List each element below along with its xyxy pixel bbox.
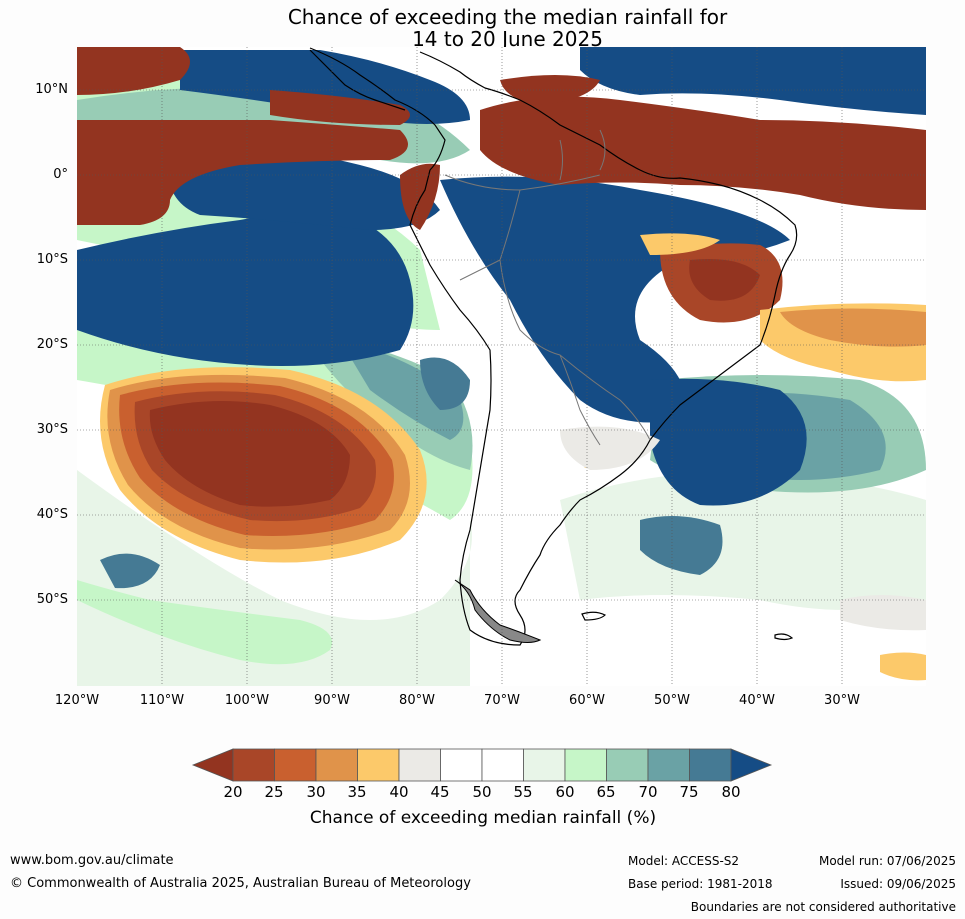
region-80-scatter-2: [100, 553, 160, 589]
region-85-north-atlantic: [580, 47, 926, 115]
colorbar-cell-50: [481, 748, 524, 782]
lat-label-10n: 10°N: [35, 82, 68, 97]
lat-label-40s: 40°S: [36, 507, 68, 522]
colorbar-tick-65: 65: [596, 783, 616, 801]
colorbar-tick-50: 50: [472, 783, 492, 801]
colorbar-tick-40: 40: [389, 783, 409, 801]
region-20-andes-strip: [400, 163, 440, 230]
region-85-tropical-band: [168, 147, 440, 230]
boundaries-disclaimer: Boundaries are not considered authoritat…: [690, 900, 956, 914]
model-name: Model: ACCESS-S2: [628, 854, 740, 868]
lon-label-80w: 80°W: [399, 693, 435, 708]
region-35-atlantic-strip: [780, 308, 926, 347]
colorbar-tick-45: 45: [430, 783, 450, 801]
colorbar-arrow-low: [191, 748, 234, 782]
colorbar-tick-80: 80: [721, 783, 741, 801]
colorbar-arrow-high: [730, 748, 773, 782]
lat-label-10s: 10°S: [36, 252, 68, 267]
region-20-se-pacific-core: [149, 401, 350, 507]
lat-label-30s: 30°S: [36, 422, 68, 437]
lon-label-90w: 90°W: [314, 693, 350, 708]
model-run-date: Model run: 07/06/2025: [818, 854, 956, 868]
colorbar-cell-75: [689, 748, 732, 782]
colorbar-tick-75: 75: [679, 783, 699, 801]
country-borders: [444, 129, 651, 446]
lon-label-110w: 110°W: [139, 693, 185, 708]
lon-label-60w: 60°W: [569, 693, 605, 708]
colorbar-tick-55: 55: [513, 783, 533, 801]
colorbar-cell-35: [357, 748, 400, 782]
colorbar-cell-20: [232, 748, 275, 782]
colorbar-tick-25: 25: [264, 783, 284, 801]
region-45-grey-south: [840, 595, 926, 631]
region-65-atlantic-south: [560, 470, 926, 610]
lon-label-100w: 100°W: [224, 693, 270, 708]
website-url: www.bom.gov.au/climate: [10, 853, 174, 868]
south-america-coastline: [309, 47, 798, 646]
rainfall-map: [77, 47, 926, 686]
colorbar-tick-35: 35: [347, 783, 367, 801]
colorbar: [191, 748, 773, 782]
colorbar-cell-60: [564, 748, 607, 782]
lon-label-30w: 30°W: [824, 693, 860, 708]
lon-label-40w: 40°W: [739, 693, 775, 708]
colorbar-tick-30: 30: [306, 783, 326, 801]
colorbar-tick-20: 20: [223, 783, 243, 801]
colorbar-tick-60: 60: [555, 783, 575, 801]
region-80-scatter-1: [420, 357, 470, 410]
map-title-line-1: Chance of exceeding the median rainfall …: [287, 5, 728, 29]
region-65-south-band: [77, 580, 332, 665]
lat-label-0: 0°: [53, 167, 68, 182]
central-america-coastline: [309, 49, 406, 111]
lon-label-120w: 120°W: [54, 693, 100, 708]
lat-label-20s: 20°S: [36, 337, 68, 352]
colorbar-cell-40: [398, 748, 441, 782]
falklands-outline: [581, 611, 607, 621]
region-85-pacific-equatorial: [77, 212, 414, 366]
island-outline-south: [774, 633, 794, 641]
lon-label-50w: 50°W: [654, 693, 690, 708]
colorbar-cell-30: [315, 748, 358, 782]
graticule: [77, 47, 926, 686]
colorbar-cell-65: [606, 748, 649, 782]
region-75-subtropical: [340, 340, 464, 440]
colorbar-cell-70: [647, 748, 690, 782]
region-20-ne-brazil-core: [689, 259, 760, 301]
base-period: Base period: 1981-2018: [628, 877, 773, 891]
lat-label-50s: 50°S: [36, 592, 68, 607]
copyright-notice: © Commonwealth of Australia 2025, Austra…: [10, 876, 471, 891]
region-45-grey-patch: [560, 426, 660, 470]
region-20-caribbean-band: [270, 90, 410, 125]
region-20-orinoco: [480, 96, 926, 210]
region-40-ne-coast: [640, 233, 720, 255]
colorbar-cell-45: [440, 748, 483, 782]
tierra-del-fuego: [454, 579, 542, 643]
issued-date: Issued: 09/06/2025: [840, 877, 956, 891]
region-40-south-atlantic: [880, 652, 926, 681]
colorbar-label: Chance of exceeding median rainfall (%): [309, 808, 657, 828]
lon-label-70w: 70°W: [484, 693, 520, 708]
colorbar-cell-25: [274, 748, 317, 782]
region-20-pacific-west: [77, 120, 408, 225]
region-20-north-central: [500, 75, 600, 105]
colorbar-cell-55: [523, 748, 566, 782]
region-85-atlantic: [650, 378, 807, 506]
region-85-south-atlantic-small: [640, 516, 723, 575]
colorbar-tick-70: 70: [638, 783, 658, 801]
